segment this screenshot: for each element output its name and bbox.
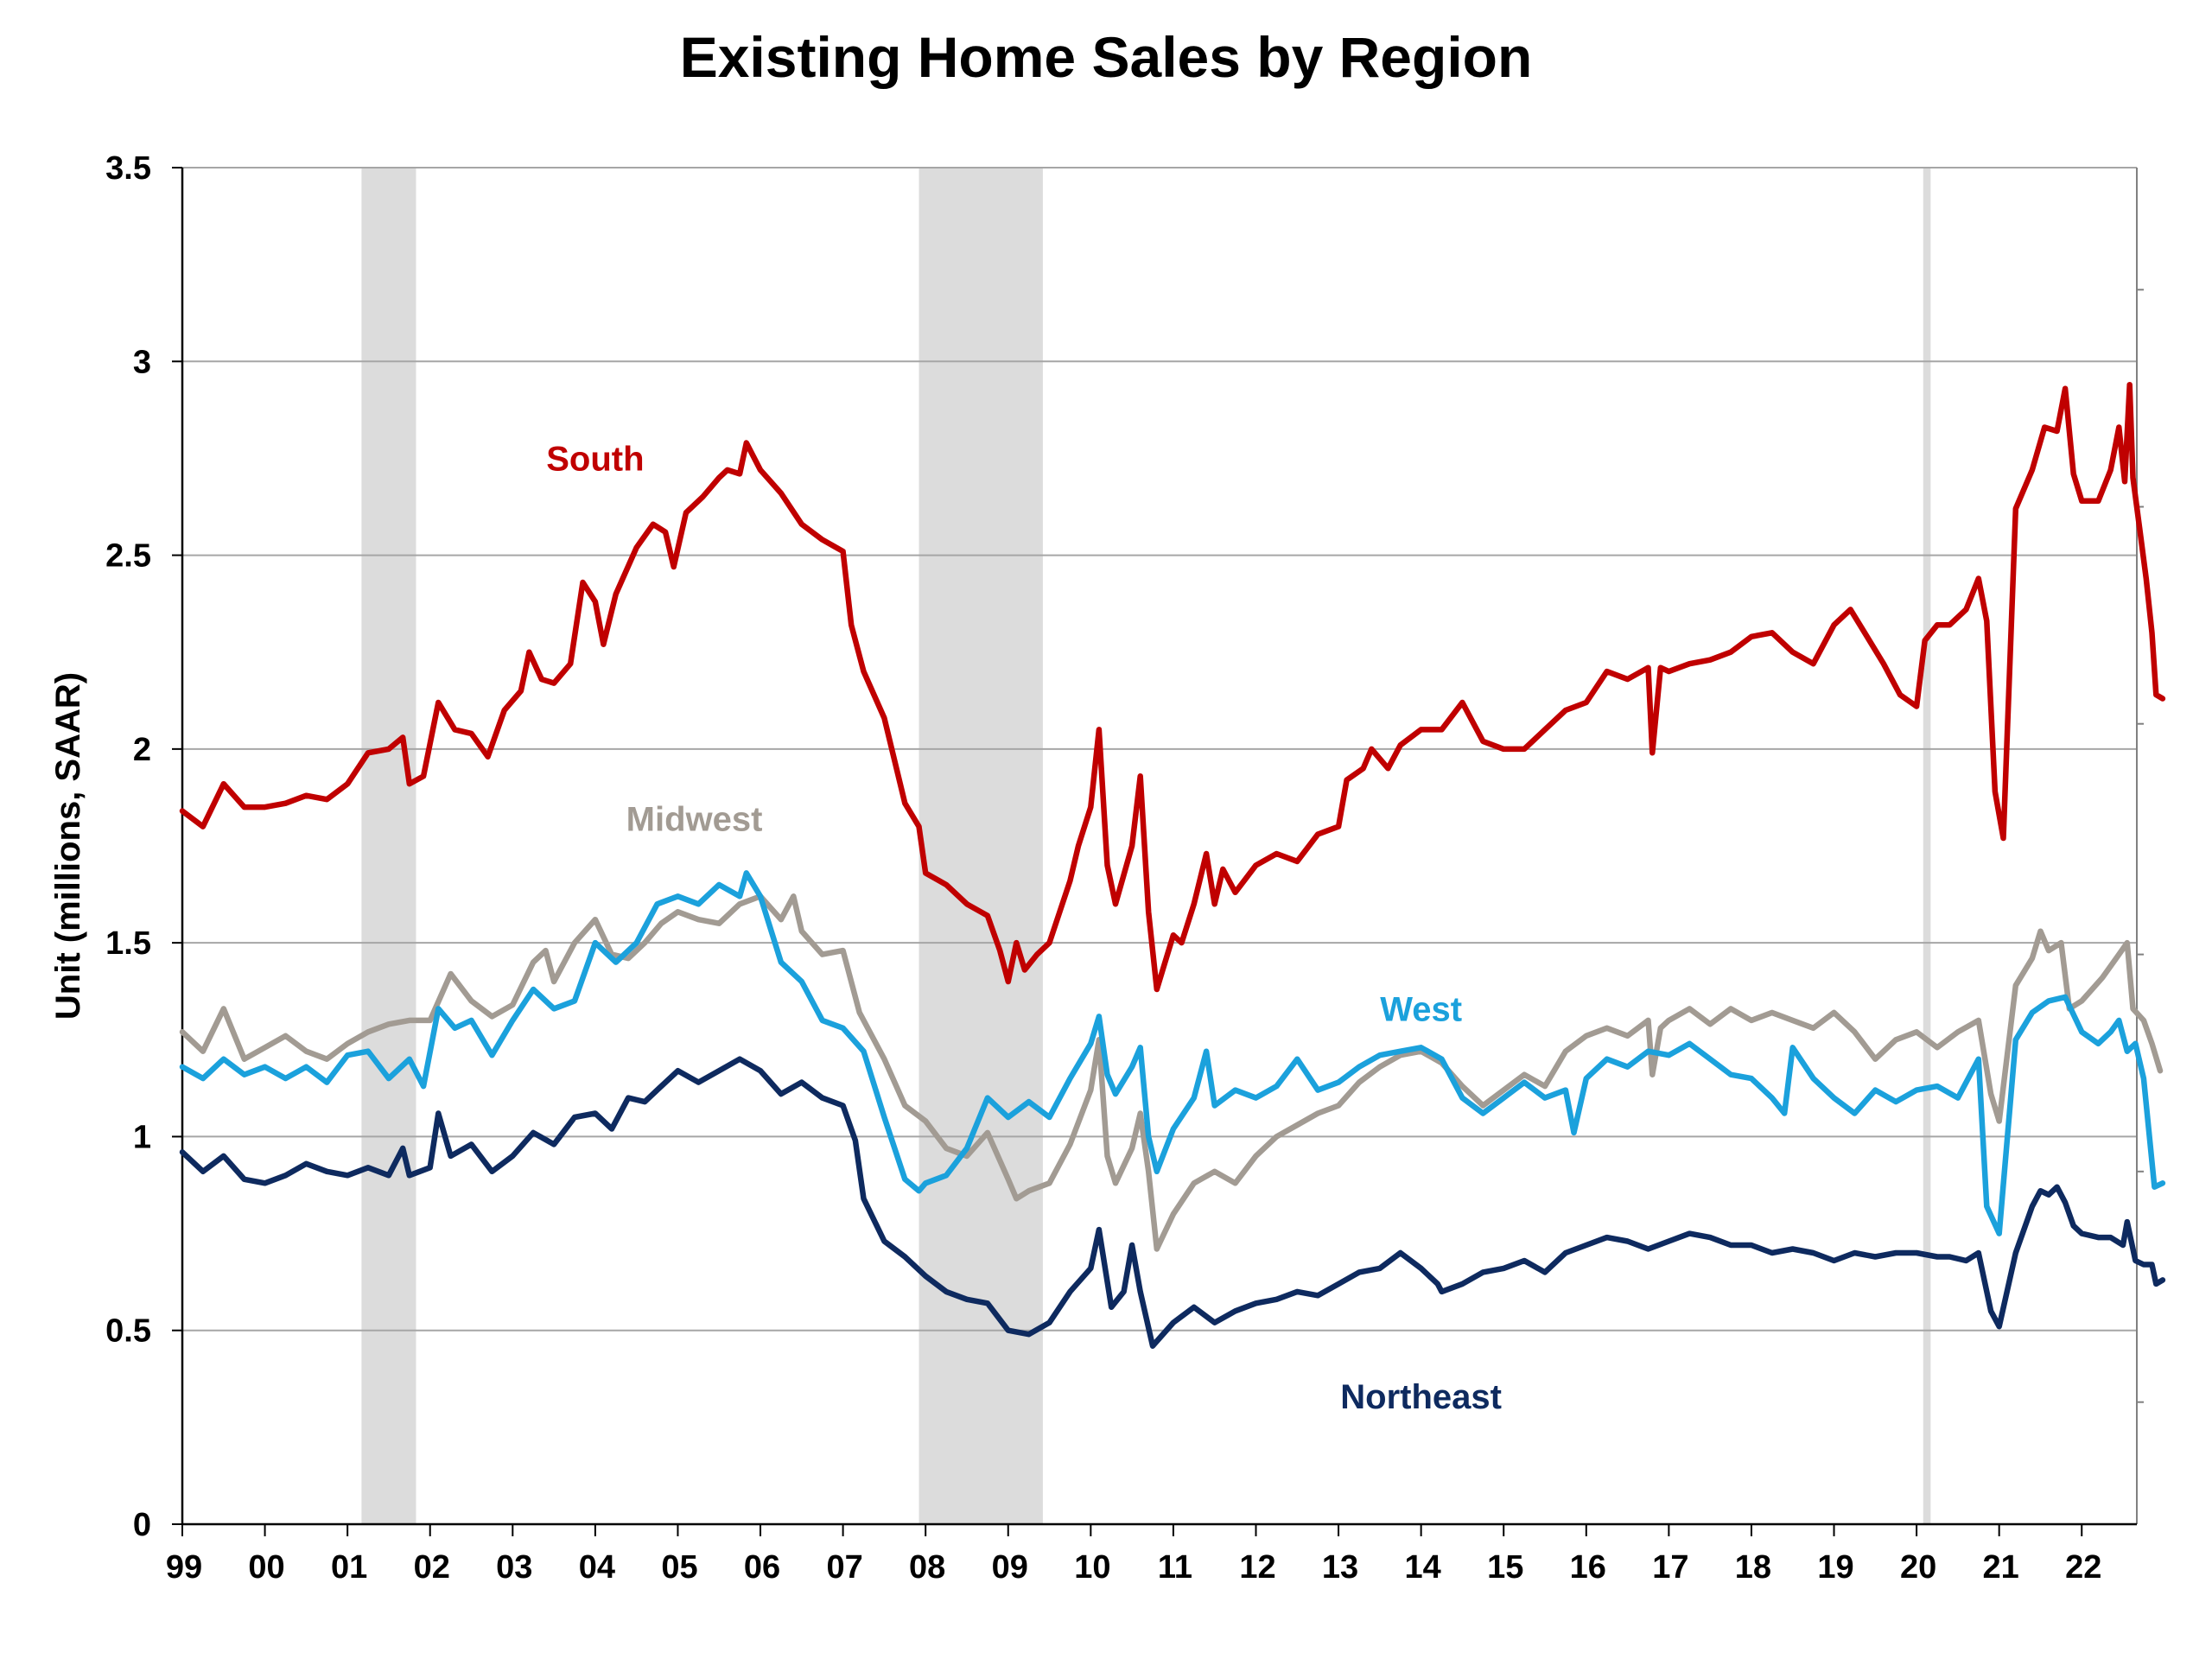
series-line-northeast <box>179 1056 2166 1349</box>
x-tick-label: 21 <box>1983 1549 2019 1586</box>
x-tick-label: 19 <box>1817 1549 1853 1586</box>
y-tick-label: 1 <box>133 1119 151 1155</box>
y-axis-label: Unit (millions, SAAR) <box>49 672 87 1020</box>
x-tick-label: 15 <box>1487 1549 1523 1586</box>
series-line-south <box>179 381 2166 993</box>
y-tick-label: 3 <box>133 344 151 380</box>
x-tick-label: 18 <box>1735 1549 1771 1586</box>
x-tick-label: 06 <box>744 1549 780 1586</box>
recession-band <box>918 168 1043 1524</box>
y-tick-label: 1.5 <box>105 925 151 962</box>
x-tick-label: 17 <box>1652 1549 1688 1586</box>
recession-band <box>361 168 416 1524</box>
x-tick-label: 09 <box>992 1549 1028 1586</box>
x-tick-label: 22 <box>2065 1549 2101 1586</box>
x-tick-label: 03 <box>496 1549 532 1586</box>
series-line-midwest <box>179 893 2164 1252</box>
y-tick-label: 0 <box>133 1507 151 1543</box>
x-tick-label: 02 <box>414 1549 450 1586</box>
x-tick-label: 16 <box>1570 1549 1606 1586</box>
x-tick-label: 20 <box>1900 1549 1936 1586</box>
x-tick-label: 13 <box>1322 1549 1358 1586</box>
x-tick-label: 14 <box>1405 1549 1441 1586</box>
y-tick-label: 0.5 <box>105 1313 151 1350</box>
x-tick-label: 99 <box>166 1549 202 1586</box>
recession-band <box>1923 168 1931 1524</box>
x-tick-label: 01 <box>331 1549 367 1586</box>
x-tick-label: 00 <box>248 1549 284 1586</box>
x-tick-label: 05 <box>661 1549 697 1586</box>
x-tick-label: 10 <box>1074 1549 1110 1586</box>
series-label-northeast: Northeast <box>1340 1378 1502 1416</box>
chart-title: Existing Home Sales by Region <box>679 25 1533 89</box>
y-tick-label: 3.5 <box>105 150 151 187</box>
y-tick-label: 2 <box>133 732 151 768</box>
x-tick-label: 11 <box>1158 1549 1192 1586</box>
x-tick-label: 12 <box>1239 1549 1275 1586</box>
series-label-south: South <box>546 440 644 478</box>
x-tick-label: 08 <box>909 1549 945 1586</box>
x-tick-label: 07 <box>826 1549 862 1586</box>
series-label-west: West <box>1380 990 1462 1028</box>
x-tick-label: 04 <box>579 1549 615 1586</box>
y-tick-label: 2.5 <box>105 538 151 575</box>
series-label-midwest: Midwest <box>626 801 763 839</box>
series-line-west <box>179 870 2166 1236</box>
